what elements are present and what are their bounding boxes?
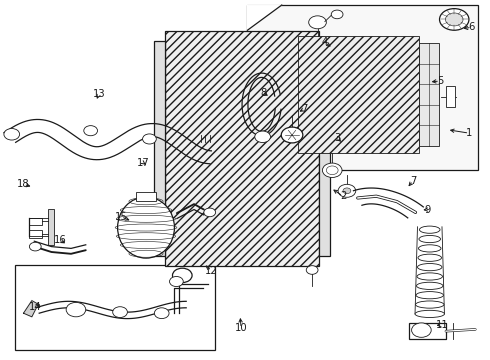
Circle shape xyxy=(412,323,431,337)
Polygon shape xyxy=(24,301,38,317)
Text: 10: 10 xyxy=(235,323,247,333)
Circle shape xyxy=(84,126,98,136)
Polygon shape xyxy=(247,5,282,30)
Text: 4: 4 xyxy=(322,37,328,48)
Circle shape xyxy=(29,242,41,251)
Circle shape xyxy=(172,268,192,283)
Bar xyxy=(409,323,446,339)
Text: 11: 11 xyxy=(436,320,448,330)
Text: 9: 9 xyxy=(424,204,431,215)
Bar xyxy=(29,218,42,225)
Bar xyxy=(15,265,215,350)
Text: 15: 15 xyxy=(115,212,127,222)
Bar xyxy=(319,41,330,256)
Circle shape xyxy=(113,307,127,318)
Text: 14: 14 xyxy=(29,302,42,312)
Circle shape xyxy=(445,13,463,26)
Circle shape xyxy=(440,9,469,30)
Bar xyxy=(446,86,455,107)
Text: 7: 7 xyxy=(301,104,308,114)
Text: 3: 3 xyxy=(334,132,340,143)
Circle shape xyxy=(309,16,326,29)
Bar xyxy=(419,43,439,146)
Text: 6: 6 xyxy=(468,22,475,32)
Circle shape xyxy=(154,308,169,319)
Text: 5: 5 xyxy=(437,76,443,86)
Circle shape xyxy=(66,302,86,317)
Circle shape xyxy=(4,129,20,140)
Text: 2: 2 xyxy=(340,191,346,201)
Circle shape xyxy=(331,10,343,19)
Ellipse shape xyxy=(416,301,444,308)
Ellipse shape xyxy=(415,310,444,318)
Ellipse shape xyxy=(417,273,442,280)
Ellipse shape xyxy=(419,235,441,243)
Circle shape xyxy=(322,163,342,177)
Bar xyxy=(29,230,42,238)
Bar xyxy=(48,209,54,245)
Ellipse shape xyxy=(419,226,440,233)
Circle shape xyxy=(204,208,216,217)
Ellipse shape xyxy=(417,264,442,271)
Circle shape xyxy=(338,184,356,197)
Circle shape xyxy=(255,131,270,143)
Bar xyxy=(154,41,165,256)
Text: 8: 8 xyxy=(260,88,266,98)
Ellipse shape xyxy=(118,197,174,258)
Bar xyxy=(247,5,478,170)
Circle shape xyxy=(343,188,351,194)
Circle shape xyxy=(326,166,338,175)
Bar xyxy=(136,192,156,201)
Ellipse shape xyxy=(418,245,441,252)
Ellipse shape xyxy=(418,254,441,261)
Text: 7: 7 xyxy=(410,176,416,186)
Ellipse shape xyxy=(416,292,443,299)
Text: 12: 12 xyxy=(205,266,218,276)
Circle shape xyxy=(306,266,318,274)
Bar xyxy=(298,36,419,153)
Text: 13: 13 xyxy=(93,89,105,99)
Circle shape xyxy=(170,276,183,287)
Circle shape xyxy=(281,127,303,143)
Circle shape xyxy=(143,134,156,144)
Text: 17: 17 xyxy=(137,158,149,168)
Text: 1: 1 xyxy=(466,128,473,138)
Text: 16: 16 xyxy=(53,235,66,245)
Text: 18: 18 xyxy=(17,179,30,189)
Bar xyxy=(165,31,319,266)
Ellipse shape xyxy=(416,282,443,289)
